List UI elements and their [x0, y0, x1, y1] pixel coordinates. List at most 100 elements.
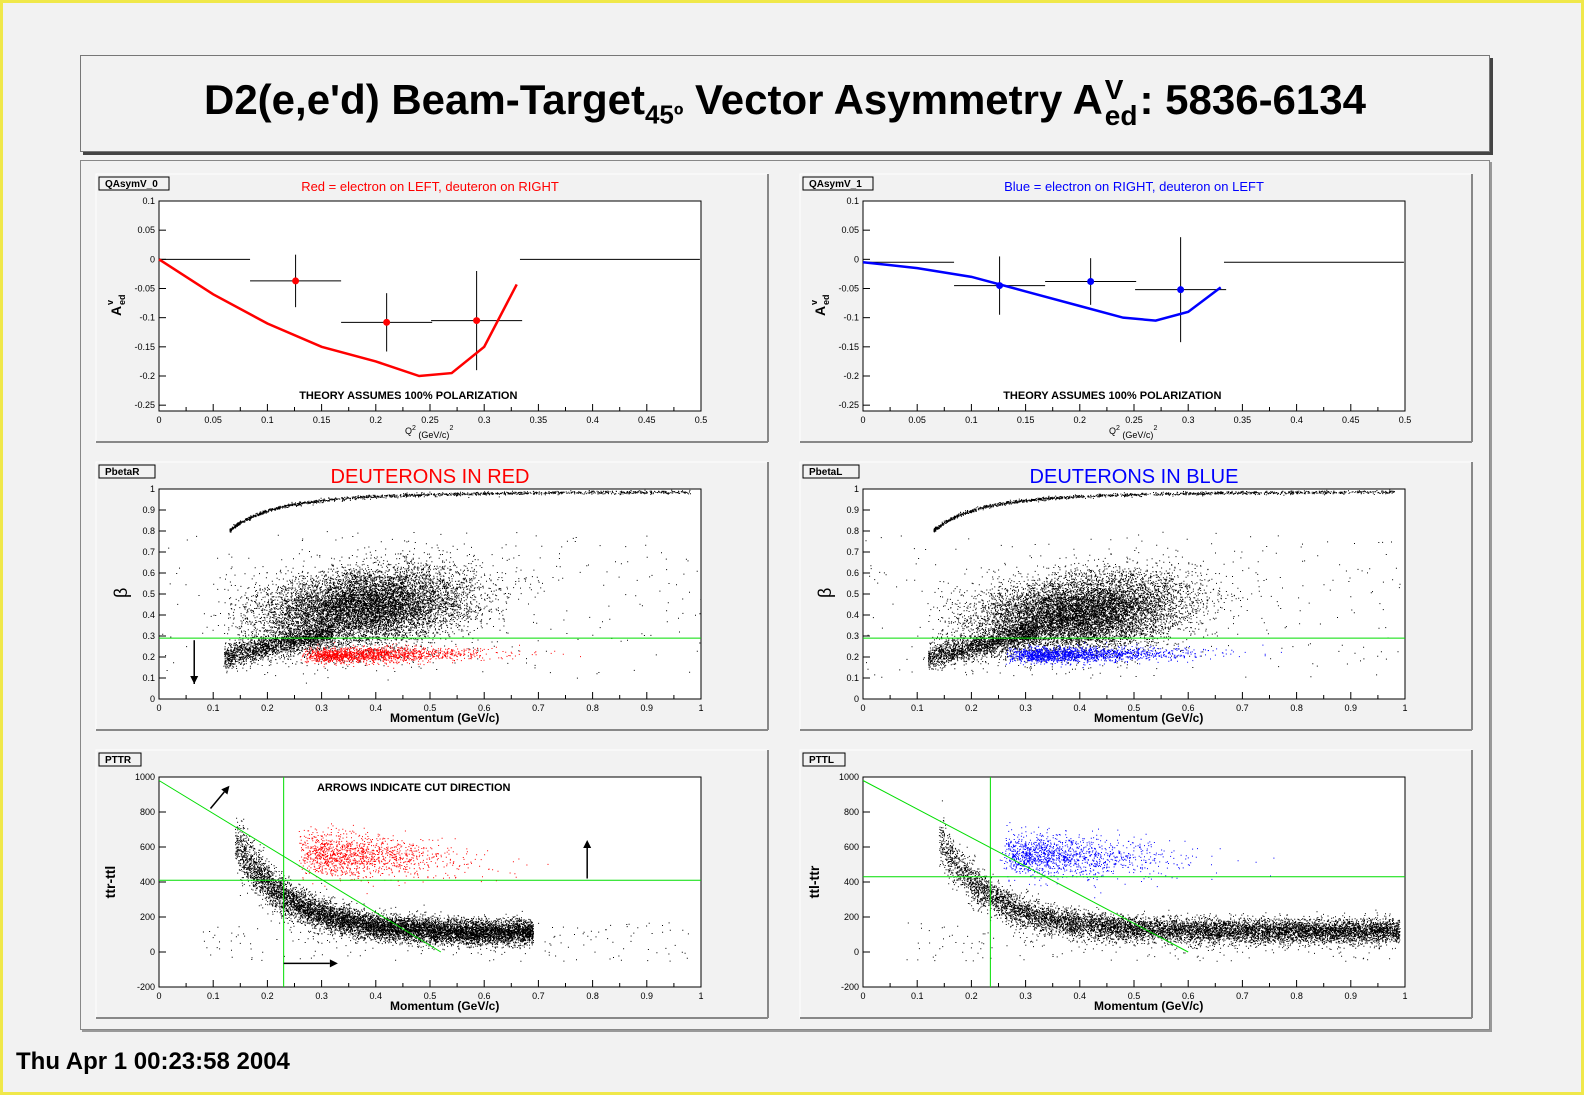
- x-axis-label-part: 2: [1153, 425, 1157, 432]
- y-tick-label: 1: [150, 484, 155, 494]
- histogram-id-box: [98, 752, 142, 767]
- x-tick-label: 0.6: [1182, 991, 1195, 1001]
- y-axis-label-main: A: [108, 306, 124, 316]
- y-tick-label: 0.5: [142, 589, 155, 599]
- scatter-points: [162, 489, 701, 684]
- scatter-deuterons: [298, 823, 549, 895]
- data-point: [341, 293, 433, 352]
- y-tick-label: -0.05: [134, 284, 155, 294]
- x-tick-label: 0: [860, 703, 865, 713]
- x-tick-label: 0.8: [586, 703, 599, 713]
- data-marker: [383, 318, 391, 326]
- y-axis-label-sub: ed: [821, 294, 831, 305]
- y-tick-label: -0.2: [139, 371, 155, 381]
- x-tick-label: 0.8: [1290, 991, 1303, 1001]
- x-tick-label: 0.3: [315, 991, 328, 1001]
- panel-pbetar: PbetaR DEUTERONS IN RED 0 0.1 0.2 0.3 0.4 0.5 0.…: [95, 461, 771, 733]
- x-tick-label: 0.5: [424, 991, 437, 1001]
- scatter-points: [865, 489, 1401, 679]
- x-axis-label: Momentum (GeV/c): [1094, 711, 1203, 725]
- scatter-black: [865, 489, 1401, 679]
- y-tick-label: 0.7: [846, 547, 859, 557]
- panel-qasymv-0: QAsymV_0 Red = electron on LEFT, deuteron…: [95, 173, 771, 445]
- x-tick-label: 0.8: [1290, 703, 1303, 713]
- title-subscript-2: ed: [1104, 100, 1138, 132]
- x-tick-label: 1: [1402, 991, 1407, 1001]
- y-axis-label-sub: ed: [117, 294, 127, 305]
- data-point: [1045, 258, 1137, 305]
- y-tick-label: 200: [844, 912, 859, 922]
- y-tick-label: -0.2: [843, 371, 859, 381]
- y-tick-label: 0.8: [142, 526, 155, 536]
- y-tick-label: 0.8: [846, 526, 859, 536]
- scatter-points: [906, 800, 1401, 962]
- x-tick-label: 0.6: [1182, 703, 1195, 713]
- x-tick-label: 0.5: [424, 703, 437, 713]
- y-tick-label: -0.15: [838, 342, 859, 352]
- panel-pttr: PTTR 0 0.1 0.2 0.3 0.4 0.5 0.6 0.7 0.8 0.9 1 1000 800…: [95, 749, 771, 1021]
- y-tick-label: 0.9: [142, 505, 155, 515]
- histogram-id: QAsymV_0: [105, 179, 158, 190]
- plot-area: [158, 200, 702, 412]
- y-tick-label: -200: [137, 982, 155, 992]
- x-tick-label: 0.6: [478, 991, 491, 1001]
- x-axis-label-part: (GeV/c): [1120, 430, 1154, 440]
- x-tick-label: 0.15: [1017, 415, 1035, 425]
- x-tick-label: 0.9: [1345, 991, 1358, 1001]
- y-tick-label: 0.2: [142, 652, 155, 662]
- y-tick-label: 800: [844, 807, 859, 817]
- y-tick-label: 200: [140, 912, 155, 922]
- x-tick-label: 0.1: [911, 991, 924, 1001]
- x-tick-label: 0.15: [313, 415, 331, 425]
- y-tick-label: -0.25: [838, 400, 859, 410]
- data-point: [1135, 237, 1227, 343]
- data-marker: [1177, 286, 1185, 294]
- y-axis-label: Av ed: [105, 294, 127, 316]
- y-tick-label: 0.05: [137, 225, 155, 235]
- x-tick-label: 0.6: [478, 703, 491, 713]
- y-tick-label: 0: [854, 254, 859, 264]
- scatter-deuterons: [300, 642, 581, 669]
- x-tick-label: 0: [156, 415, 161, 425]
- x-tick-label: 0.1: [911, 703, 924, 713]
- chart-pttl: PTTL 0 0.1 0.2 0.3 0.4 0.5 0.6 0.7 0.8 0.9 1 1000 800…: [799, 749, 1473, 1019]
- x-tick-label: 0.4: [1074, 703, 1087, 713]
- y-tick-label: 0: [854, 947, 859, 957]
- histogram-id-box: [98, 176, 170, 191]
- y-tick-label: 0.4: [846, 610, 859, 620]
- histogram-id-box: [802, 176, 874, 191]
- x-tick-label: 0.9: [641, 703, 654, 713]
- x-tick-label: 0.9: [1345, 703, 1358, 713]
- y-axis-label-main: A: [812, 306, 828, 316]
- x-axis-label: Momentum (GeV/c): [390, 999, 499, 1013]
- histogram-id-box: [802, 752, 846, 767]
- y-tick-label: 400: [844, 877, 859, 887]
- x-tick-label: 0.3: [1019, 991, 1032, 1001]
- page-title-box: D2(e,e'd) Beam-Target45º Vector Asymmetr…: [80, 55, 1490, 152]
- title-subscript: 45º: [644, 99, 684, 130]
- plot-grid: QAsymV_0 Red = electron on LEFT, deuteron…: [80, 160, 1490, 1030]
- x-tick-label: 0.2: [965, 991, 978, 1001]
- y-axis-label: β: [111, 588, 131, 598]
- chart-title: Blue = electron on RIGHT, deuteron on LE…: [1004, 179, 1264, 194]
- x-tick-label: 0: [156, 703, 161, 713]
- x-tick-label: 0.4: [1074, 991, 1087, 1001]
- y-tick-label: 0.1: [846, 196, 859, 206]
- panel-pttl: PTTL 0 0.1 0.2 0.3 0.4 0.5 0.6 0.7 0.8 0.9 1 1000 800…: [799, 749, 1475, 1021]
- x-axis-label-part: Q: [405, 426, 412, 436]
- theory-curve: [158, 258, 518, 378]
- x-axis-label-part: (GeV/c): [416, 430, 450, 440]
- title-main: D2(e,e'd) Beam-Target: [203, 76, 645, 124]
- y-tick-label: 0.5: [846, 589, 859, 599]
- x-axis-label-part: 2: [1116, 425, 1120, 432]
- y-tick-label: 0.9: [846, 505, 859, 515]
- x-tick-label: 0.1: [965, 415, 978, 425]
- x-axis-label-part: 2: [412, 425, 416, 432]
- x-tick-label: 0.4: [1290, 415, 1303, 425]
- cut-arrow-head: [583, 840, 592, 848]
- y-tick-label: 0.3: [142, 631, 155, 641]
- y-tick-label: 1000: [135, 772, 155, 782]
- x-tick-label: 0.2: [1074, 415, 1087, 425]
